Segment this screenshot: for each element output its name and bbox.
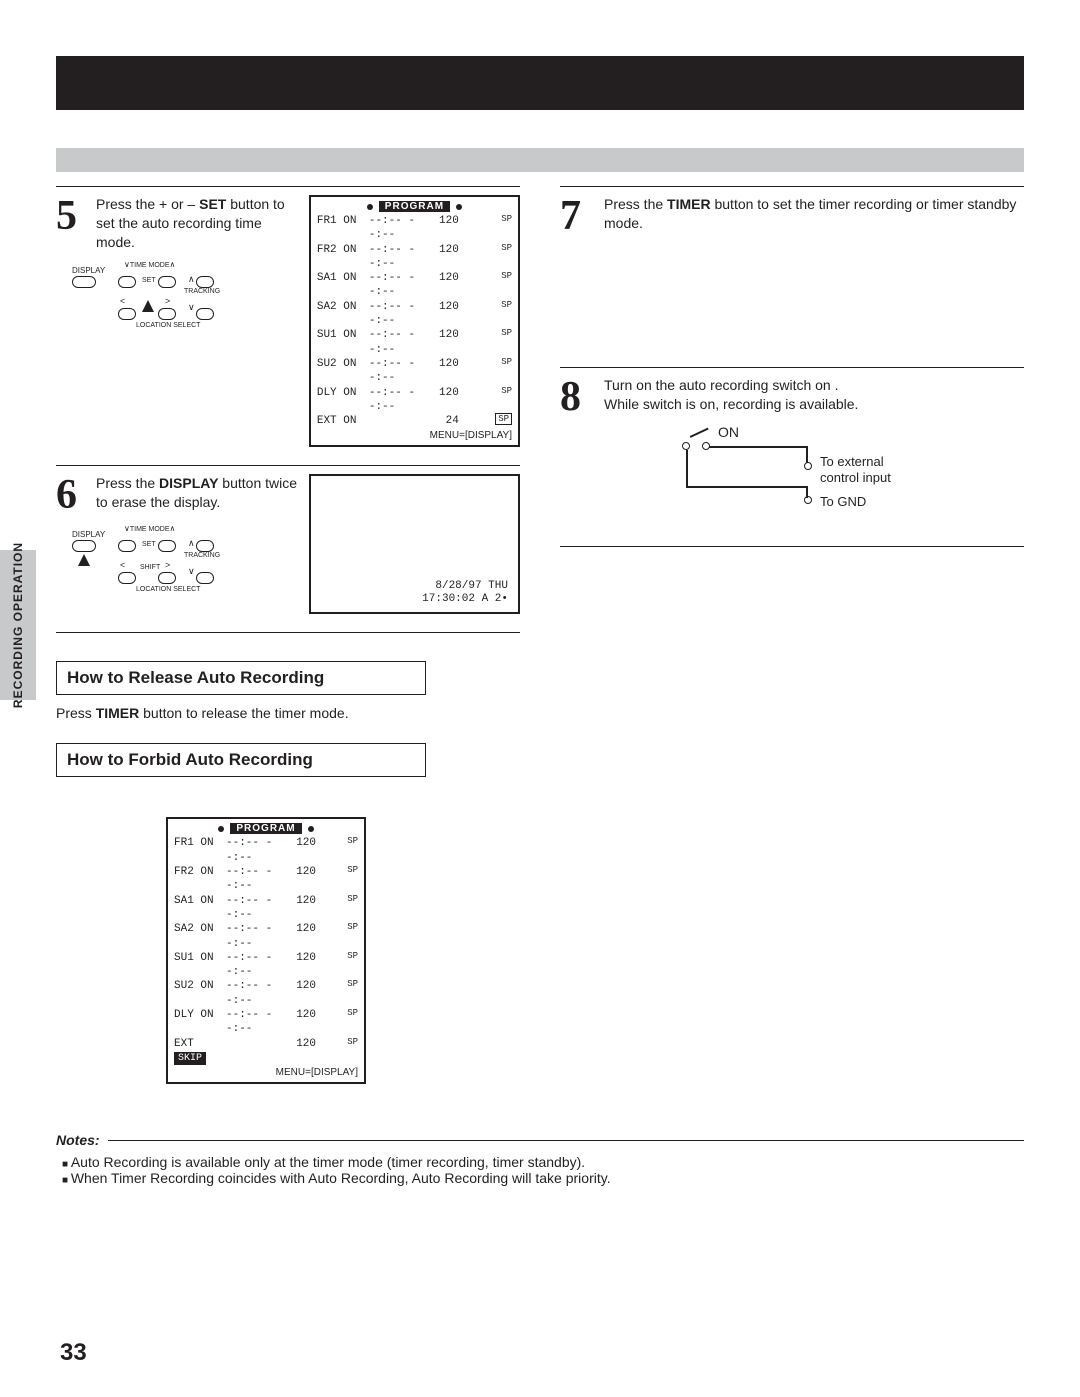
- page-number: 33: [60, 1339, 87, 1367]
- remote5-loc: LOCATION SELECT: [136, 322, 200, 329]
- header-gray-bar: [56, 148, 1024, 172]
- remote5-set: SET: [142, 277, 156, 284]
- side-tab-label: RECORDING OPERATION: [11, 542, 25, 708]
- remote5-timemode: ∨TIME MODE∧: [124, 260, 175, 269]
- note-item: When Timer Recording coincides with Auto…: [62, 1170, 1024, 1186]
- step5-bold: SET: [199, 196, 226, 212]
- page-content: 5 Press the + or – SET button to set the…: [56, 186, 1024, 1186]
- program-title: PROGRAM: [379, 201, 450, 212]
- forbid-heading: How to Forbid Auto Recording: [56, 743, 426, 777]
- switch-diagram: ON To external control input To GND: [660, 428, 920, 528]
- program-box-5: PROGRAM FR1 ON--:-- --:--120SPFR2 ON--:-…: [309, 195, 520, 447]
- right-column: 7 Press the TIMER button to set the time…: [560, 186, 1024, 643]
- switch-gnd-label: To GND: [820, 494, 866, 509]
- ext-on-val: 24: [431, 414, 459, 428]
- step6-text: Press the DISPLAY button twice to erase …: [96, 474, 299, 516]
- step7-text: Press the TIMER button to set the timer …: [604, 195, 1024, 233]
- remote5-btn-b: [158, 276, 176, 288]
- display-snapshot-box: 8/28/97 THU 17:30:02 A 2•: [309, 474, 520, 614]
- switch-on-label: ON: [718, 424, 739, 440]
- snapshot-date: 8/28/97 THU: [422, 580, 508, 593]
- remote5-btn-display: [72, 276, 96, 288]
- remote-diagram-6: DISPLAY ∨TIME MODE∧ SET ∧ TRACKING < SHI…: [72, 524, 242, 604]
- ext-on-label: EXT ON: [317, 414, 369, 428]
- header-black-bar: [56, 56, 1024, 110]
- side-tab: RECORDING OPERATION: [0, 550, 36, 700]
- program-row: SA1 ON--:-- --:--120SP: [174, 894, 358, 923]
- remote5-btn-e: [158, 308, 176, 320]
- program-row: SA2 ON--:-- --:--120SP: [317, 300, 512, 329]
- program-row: FR1 ON--:-- --:--120SP: [317, 214, 512, 243]
- program-row: SU1 ON--:-- --:--120SP: [317, 328, 512, 357]
- program-row: DLY ON--:-- --:--120SP: [174, 1008, 358, 1037]
- program-row: SU1 ON--:-- --:--120SP: [174, 951, 358, 980]
- program-box-forbid: PROGRAM FR1 ON--:-- --:--120SPFR2 ON--:-…: [166, 817, 366, 1084]
- release-heading: How to Release Auto Recording: [56, 661, 426, 695]
- remote5-track: TRACKING: [184, 288, 220, 295]
- program-row: DLY ON--:-- --:--120SP: [317, 386, 512, 415]
- program-footer-5: MENU=[DISPLAY]: [317, 430, 512, 441]
- remote5-btn-c: [196, 276, 214, 288]
- program-row: FR2 ON--:-- --:--120SP: [317, 243, 512, 272]
- program-row: FR1 ON--:-- --:--120SP: [174, 836, 358, 865]
- step5-text-a: Press the + or –: [96, 196, 199, 212]
- program-row: SU2 ON--:-- --:--120SP: [317, 357, 512, 386]
- program-row: FR2 ON--:-- --:--120SP: [174, 865, 358, 894]
- remote-diagram-5: DISPLAY ∨TIME MODE∧ SET ∧ TRACKING < >: [72, 260, 242, 340]
- step8-text: Turn on the auto recording switch on . W…: [604, 376, 1024, 414]
- note-item: Auto Recording is available only at the …: [62, 1154, 1024, 1170]
- notes-list: Auto Recording is available only at the …: [56, 1154, 1024, 1186]
- remote5-btn-f: [196, 308, 214, 320]
- remote5-arrow-icon: [142, 300, 154, 312]
- remote5-btn-a: [118, 276, 136, 288]
- notes-label: Notes:: [56, 1132, 100, 1148]
- remote5-display-label: DISPLAY: [72, 266, 105, 275]
- program-row: SA2 ON--:-- --:--120SP: [174, 922, 358, 951]
- left-column: 5 Press the + or – SET button to set the…: [56, 186, 520, 643]
- step5-number: 5: [56, 195, 92, 252]
- remote5-btn-d: [118, 308, 136, 320]
- step6-number: 6: [56, 474, 92, 516]
- step8-number: 8: [560, 376, 596, 418]
- release-text: Press TIMER button to release the timer …: [56, 705, 1024, 721]
- program-row: SA1 ON--:-- --:--120SP: [317, 271, 512, 300]
- switch-ext-label: To external control input: [820, 454, 920, 485]
- remote6-arrow-icon: [78, 554, 90, 566]
- step7-number: 7: [560, 195, 596, 237]
- snapshot-time: 17:30:02 A 2•: [422, 593, 508, 606]
- step5-text: Press the + or – SET button to set the a…: [96, 195, 299, 252]
- program-row: SU2 ON--:-- --:--120SP: [174, 979, 358, 1008]
